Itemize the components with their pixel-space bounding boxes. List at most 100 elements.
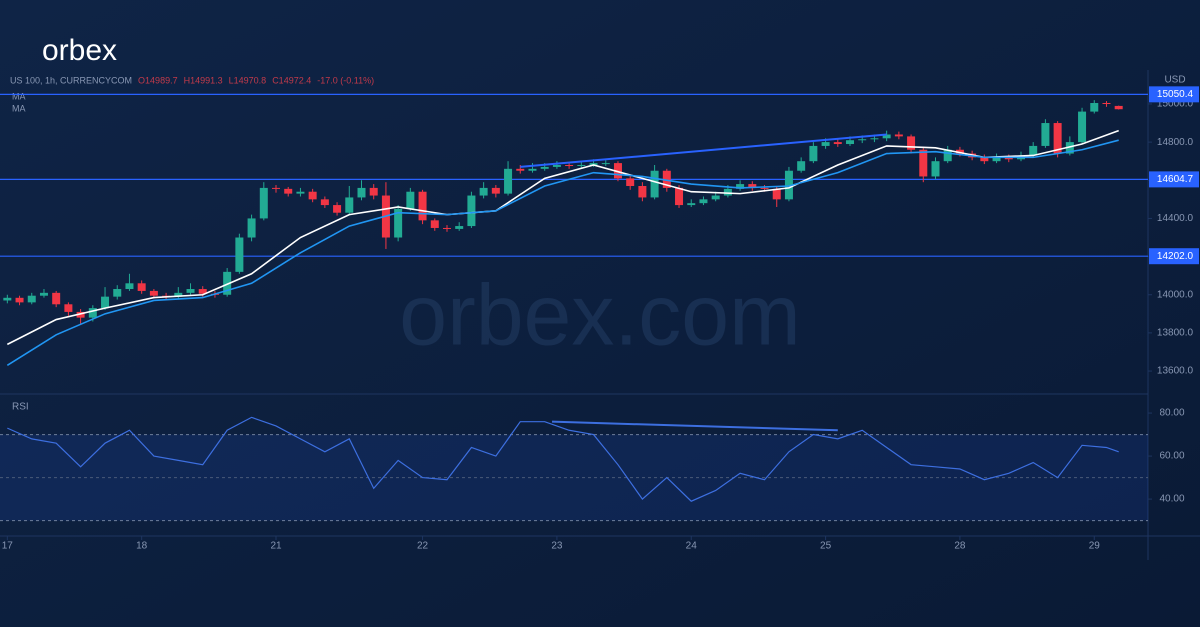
candle-body <box>235 237 244 272</box>
candle-body <box>797 161 806 171</box>
candle-body <box>3 297 12 301</box>
candle-body <box>552 165 561 167</box>
candle-body <box>284 188 293 194</box>
y-tick-label: 40.00 <box>1159 494 1184 505</box>
candle-body <box>699 199 708 204</box>
candle-body <box>894 134 903 137</box>
candle-body <box>589 163 598 166</box>
candle-body <box>1078 111 1087 143</box>
trendline <box>520 133 887 168</box>
candle-body <box>870 138 879 140</box>
candle-body <box>760 187 769 189</box>
ma-label: MA <box>12 103 26 113</box>
candle-body <box>626 178 635 186</box>
candle-body <box>491 187 500 194</box>
candle-body <box>528 168 537 171</box>
candle-body <box>369 187 378 196</box>
candle-body <box>846 140 855 145</box>
y-tick-label: 14800.0 <box>1157 137 1194 148</box>
candle-body <box>39 292 48 296</box>
x-tick-label: 21 <box>270 541 282 552</box>
candle-body <box>772 188 781 200</box>
level-label: 14202.0 <box>1157 251 1194 262</box>
candle-body <box>15 297 24 303</box>
y-tick-label: 15000.0 <box>1157 99 1194 110</box>
candle-body <box>333 205 342 213</box>
candle-body <box>27 295 36 303</box>
candle-body <box>223 271 232 295</box>
level-tag <box>1149 171 1199 188</box>
candle-body <box>577 165 586 167</box>
candle-body <box>357 187 366 198</box>
header-text: US 100, 1h, CURRENCYCOM <box>10 75 132 85</box>
candle-body <box>638 185 647 198</box>
candle-body <box>467 195 476 227</box>
candle-body <box>345 197 354 213</box>
candle-body <box>1041 123 1050 146</box>
trendline <box>551 420 838 432</box>
candle-body <box>247 218 256 238</box>
level-tag <box>1149 86 1199 103</box>
y-tick-label: 14000.0 <box>1157 289 1194 300</box>
x-tick-label: 25 <box>820 541 832 552</box>
candle-body <box>430 220 439 228</box>
candle-body <box>687 203 696 206</box>
candle-body <box>1114 105 1123 110</box>
rsi-title: RSI <box>12 402 29 413</box>
candle-body <box>723 188 732 196</box>
candle-body <box>125 283 134 290</box>
rsi-line <box>7 416 1119 502</box>
candle-body <box>907 136 916 150</box>
y-tick-label: 80.00 <box>1159 408 1184 419</box>
candle-body <box>516 168 525 171</box>
candle-body <box>394 208 403 238</box>
candle-body <box>198 289 207 294</box>
candle-body <box>919 149 928 177</box>
candle-body <box>748 184 757 188</box>
candle-body <box>320 199 329 206</box>
candle-body <box>858 139 867 141</box>
header-text: O14989.7 <box>138 75 178 85</box>
candle-body <box>662 170 671 188</box>
candle-body <box>736 184 745 189</box>
x-tick-label: 29 <box>1089 541 1101 552</box>
candle-body <box>943 149 952 162</box>
currency: USD <box>1164 75 1185 86</box>
candle-body <box>784 170 793 200</box>
moving-average <box>6 129 1119 346</box>
candle-body <box>442 227 451 229</box>
candle-body <box>186 289 195 293</box>
level-label: 14604.7 <box>1157 174 1194 185</box>
header-text: H14991.3 <box>184 75 223 85</box>
candle-body <box>1102 103 1111 105</box>
candle-body <box>272 187 281 189</box>
x-tick-label: 18 <box>136 541 148 552</box>
candle-body <box>259 187 268 219</box>
candle-body <box>675 187 684 206</box>
candle-body <box>418 191 427 221</box>
logo: orbex <box>42 34 117 67</box>
header-text: L14970.8 <box>229 75 267 85</box>
candle-body <box>1090 103 1099 112</box>
x-tick-label: 22 <box>417 541 429 552</box>
candle-body <box>882 134 891 139</box>
candle-body <box>540 166 549 169</box>
candle-body <box>52 292 61 305</box>
candle-body <box>479 187 488 196</box>
candle-body <box>76 311 85 318</box>
candle-body <box>1004 157 1013 160</box>
candle-body <box>809 145 818 162</box>
level-label: 15050.4 <box>1157 89 1194 100</box>
x-tick-label: 28 <box>954 541 966 552</box>
candle-body <box>174 292 183 297</box>
watermark: orbex.com <box>399 268 801 364</box>
candle-body <box>711 195 720 200</box>
candle-body <box>613 163 622 179</box>
y-tick-label: 60.00 <box>1159 451 1184 462</box>
candle-body <box>565 165 574 167</box>
candle-body <box>88 308 97 318</box>
candle-body <box>1029 145 1038 156</box>
